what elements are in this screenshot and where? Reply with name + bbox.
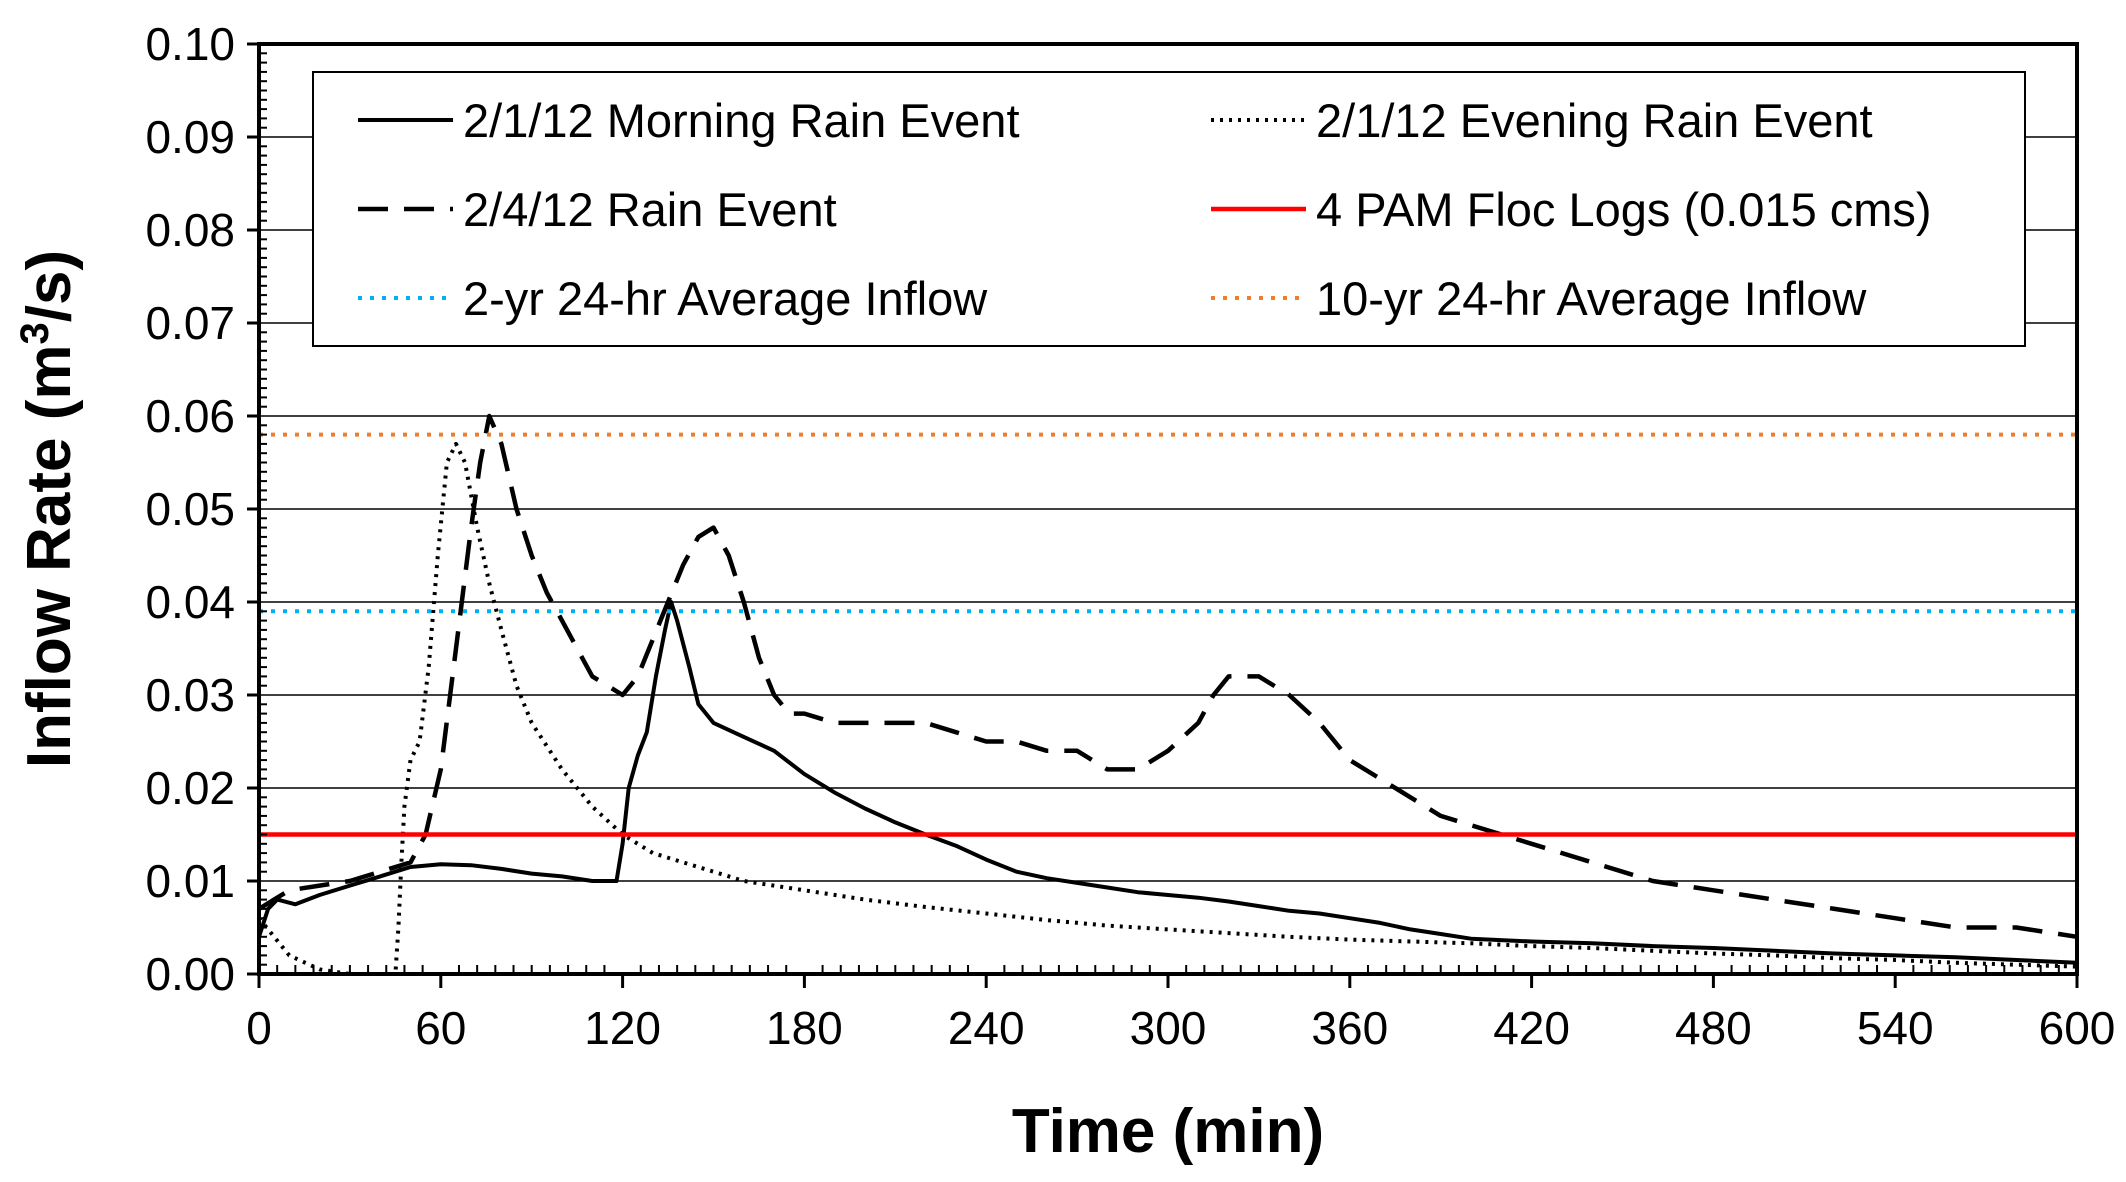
x-tick-label: 480 [1675, 1002, 1752, 1054]
x-axis-title: Time (min) [1012, 1097, 1324, 1166]
y-tick-label: 0.06 [145, 390, 235, 442]
x-tick-label: 60 [415, 1002, 466, 1054]
y-tick-label: 0.08 [145, 204, 235, 256]
series-line-3 [257, 413, 2078, 940]
x-tick-label: 540 [1857, 1002, 1934, 1054]
x-tick-label: 600 [2039, 1002, 2116, 1054]
y-tick-label: 0.01 [145, 855, 235, 907]
legend-label-2: 2/1/12 Evening Rain Event [1316, 94, 1873, 147]
x-tick-label: 420 [1493, 1002, 1570, 1054]
legend: 2/1/12 Morning Rain Event 2/1/12 Evening … [312, 71, 2026, 347]
legend-box [312, 71, 2026, 347]
y-axis-title-main: Inflow Rate (m [15, 344, 84, 768]
axis-layer: 0.00 0.01 0.02 0.03 0.04 0.05 0.06 0.07 0.08 0.09… [145, 18, 2115, 1054]
x-tick-label: 300 [1130, 1002, 1207, 1054]
y-axis-title-sup: 3 [13, 322, 57, 344]
y-tick-label: 0.07 [145, 297, 235, 349]
legend-label-4: 4 PAM Floc Logs (0.015 cms) [1316, 183, 1932, 236]
y-axis-title-tail: /s) [15, 250, 84, 322]
legend-label-5: 2-yr 24-hr Average Inflow [463, 272, 988, 325]
y-tick-label: 0.09 [145, 111, 235, 163]
x-tick-label: 240 [948, 1002, 1025, 1054]
series-layer [257, 413, 2078, 976]
legend-label-6: 10-yr 24-hr Average Inflow [1316, 272, 1867, 325]
y-tick-label: 0.02 [145, 762, 235, 814]
y-tick-label: 0.10 [145, 18, 235, 70]
x-tick-label: 120 [584, 1002, 661, 1054]
x-tick-label: 0 [246, 1002, 272, 1054]
y-axis-title: Inflow Rate (m3/s) [13, 250, 84, 768]
x-tick-label: 180 [766, 1002, 843, 1054]
series-line-1 [257, 600, 2078, 965]
y-tick-label: 0.05 [145, 483, 235, 535]
y-tick-label: 0.04 [145, 576, 235, 628]
y-tick-label: 0.03 [145, 669, 235, 721]
y-tick-label: 0.00 [145, 948, 235, 1000]
series-line-2 [257, 441, 2078, 976]
plot-frame [257, 42, 2079, 976]
x-tick-label: 360 [1311, 1002, 1388, 1054]
legend-label-3: 2/4/12 Rain Event [463, 183, 837, 236]
legend-label-1: 2/1/12 Morning Rain Event [463, 94, 1020, 147]
